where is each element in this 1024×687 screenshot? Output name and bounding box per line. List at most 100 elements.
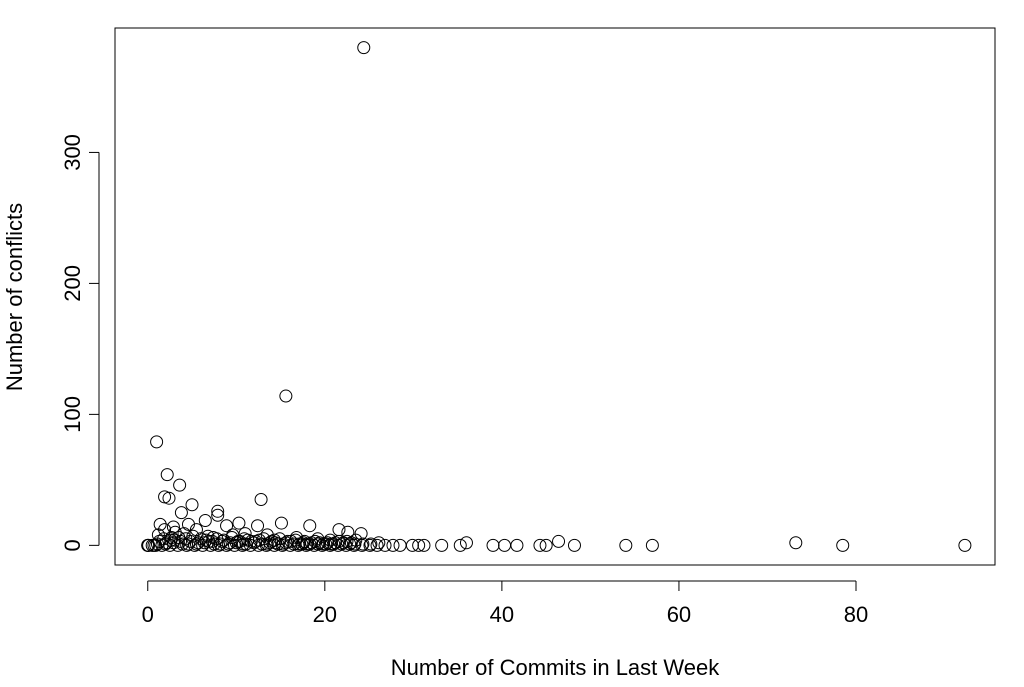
y-tick-label: 0: [60, 539, 85, 551]
y-axis: 0 100 200 300: [60, 134, 100, 551]
y-tick-label: 100: [60, 396, 85, 433]
data-point: [370, 538, 384, 552]
data-point: [393, 538, 407, 552]
data-point: [185, 498, 199, 512]
data-point: [348, 537, 362, 551]
data-point: [199, 533, 213, 547]
data-point: [343, 537, 357, 551]
data-point: [271, 537, 285, 551]
data-point: [958, 538, 972, 552]
data-point: [142, 538, 156, 552]
data-point: [453, 538, 467, 552]
data-point: [220, 519, 234, 533]
data-point: [372, 536, 386, 550]
data-point: [539, 538, 553, 552]
points-layer: [141, 41, 972, 552]
data-point: [229, 536, 243, 550]
data-point: [645, 538, 659, 552]
x-tick-label: 60: [667, 602, 691, 627]
x-axis: 0 20 40 60 80: [142, 580, 868, 627]
x-axis-label: Number of Commits in Last Week: [391, 655, 720, 680]
data-point: [255, 537, 269, 551]
data-point: [221, 537, 235, 551]
data-point: [311, 537, 325, 551]
data-point: [435, 538, 449, 552]
data-point: [498, 538, 512, 552]
data-point: [274, 516, 288, 530]
data-point: [251, 519, 265, 533]
data-point: [300, 537, 314, 551]
data-point: [225, 531, 239, 544]
data-point: [308, 534, 322, 548]
data-point: [150, 435, 164, 449]
data-point: [147, 538, 161, 552]
data-point: [340, 534, 354, 548]
y-axis-label: Number of conflicts: [2, 203, 27, 391]
data-point: [197, 536, 211, 550]
plot-area-frame: [114, 27, 996, 566]
data-point: [166, 520, 180, 534]
data-point: [173, 478, 187, 492]
data-point: [412, 538, 426, 552]
data-point: [386, 538, 400, 552]
data-point: [355, 538, 369, 552]
data-point: [236, 537, 250, 551]
data-point: [332, 534, 346, 548]
y-tick-label: 300: [60, 134, 85, 171]
data-point: [533, 538, 547, 552]
data-point: [279, 389, 293, 403]
data-point: [364, 537, 378, 551]
data-point: [191, 536, 205, 550]
data-point: [292, 537, 306, 551]
data-point: [211, 504, 225, 518]
data-point: [552, 534, 566, 548]
data-point: [174, 534, 188, 548]
data-point: [211, 508, 225, 522]
data-point: [223, 536, 237, 550]
x-tick-label: 80: [844, 602, 868, 627]
data-point: [324, 537, 338, 551]
data-point: [619, 538, 633, 552]
data-point: [160, 468, 174, 482]
data-point: [268, 536, 282, 550]
data-point: [166, 536, 180, 550]
data-point: [232, 516, 246, 530]
data-point: [198, 513, 212, 527]
data-point: [279, 536, 293, 550]
x-tick-label: 20: [313, 602, 337, 627]
data-point: [332, 523, 346, 537]
data-point: [189, 523, 203, 537]
data-point: [789, 536, 803, 550]
data-point: [189, 537, 203, 551]
data-point: [162, 491, 176, 505]
data-point: [459, 536, 473, 550]
data-point: [254, 493, 268, 507]
x-tick-label: 0: [142, 602, 154, 627]
data-point: [567, 538, 581, 552]
data-point: [263, 536, 277, 550]
data-point: [181, 537, 195, 551]
data-point: [486, 538, 500, 552]
data-point: [186, 529, 200, 543]
data-point: [417, 538, 431, 552]
data-point: [378, 538, 392, 552]
data-point: [284, 534, 298, 548]
data-point: [244, 534, 258, 548]
data-point: [174, 506, 188, 520]
data-point: [510, 538, 524, 552]
data-point: [252, 533, 266, 547]
data-point: [363, 538, 377, 552]
data-point: [205, 534, 219, 548]
data-point: [276, 537, 290, 551]
data-point: [213, 537, 227, 551]
y-tick-label: 200: [60, 265, 85, 302]
data-point: [295, 537, 309, 551]
x-tick-label: 40: [490, 602, 514, 627]
data-point: [316, 537, 330, 551]
data-point: [260, 537, 274, 551]
data-point: [836, 538, 850, 552]
data-point: [357, 41, 371, 55]
data-point: [303, 519, 317, 533]
